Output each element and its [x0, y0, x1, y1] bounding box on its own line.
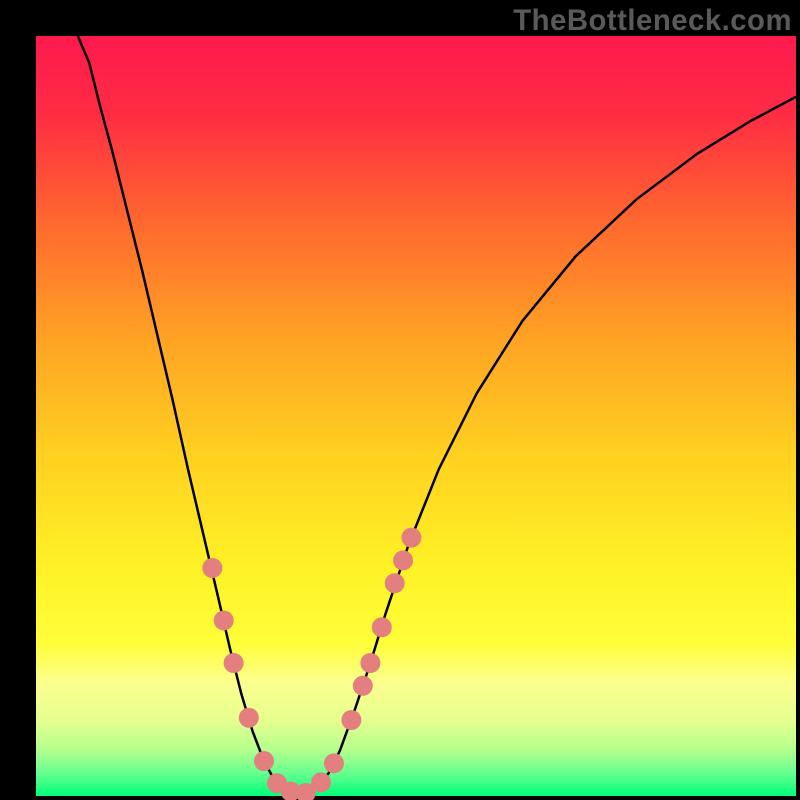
marker-dot: [224, 653, 244, 673]
marker-dot: [324, 753, 344, 773]
marker-dot: [401, 528, 421, 548]
marker-dot: [360, 653, 380, 673]
marker-dot: [254, 751, 274, 771]
marker-dot: [341, 710, 361, 730]
marker-dot: [311, 772, 331, 792]
marker-dot: [372, 617, 392, 637]
marker-dot: [239, 708, 259, 728]
watermark-text: TheBottleneck.com: [513, 4, 792, 38]
bottleneck-curve: [78, 36, 796, 793]
marker-dot: [393, 550, 413, 570]
marker-dot: [353, 676, 373, 696]
marker-dot: [202, 558, 222, 578]
marker-group: [202, 528, 421, 800]
marker-dot: [214, 610, 234, 630]
plot-area: [36, 36, 796, 796]
marker-dot: [385, 573, 405, 593]
chart-frame: TheBottleneck.com: [0, 0, 800, 800]
chart-svg: [36, 36, 796, 796]
